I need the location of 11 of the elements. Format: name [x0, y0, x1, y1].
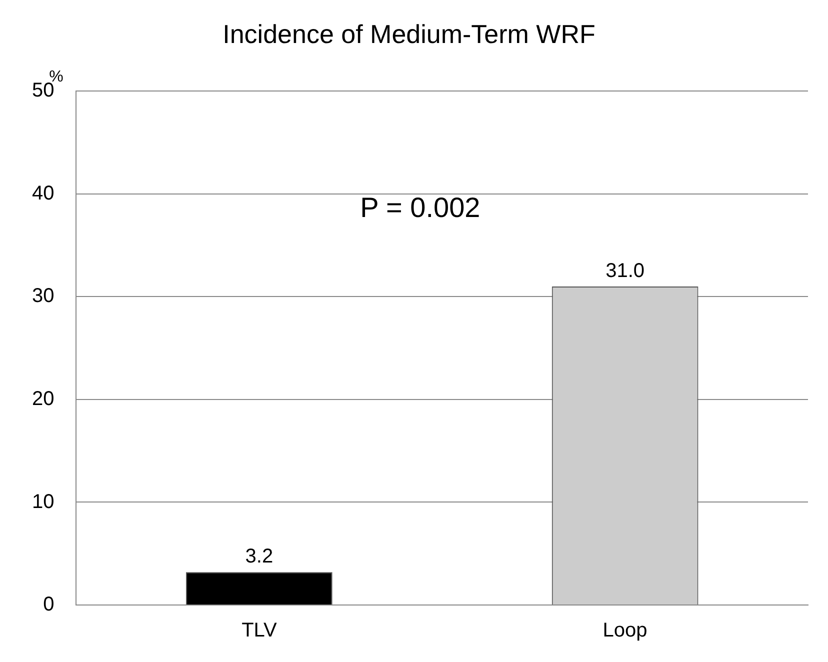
annotation: P = 0.002	[360, 192, 480, 224]
data-label: 3.2	[245, 546, 274, 568]
y-tick-label: 0	[43, 594, 54, 616]
y-tick-label: 40	[32, 182, 54, 204]
y-tick-label: 20	[32, 388, 54, 410]
x-tick-label: Loop	[602, 620, 648, 642]
y-tick-label: 10	[32, 490, 54, 513]
data-label: 31.0	[606, 260, 645, 282]
y-tick-label: 30	[32, 285, 54, 308]
chart-title: Incidence of Medium-Term WRF	[222, 18, 596, 49]
x-tick-label: TLV	[242, 620, 278, 642]
